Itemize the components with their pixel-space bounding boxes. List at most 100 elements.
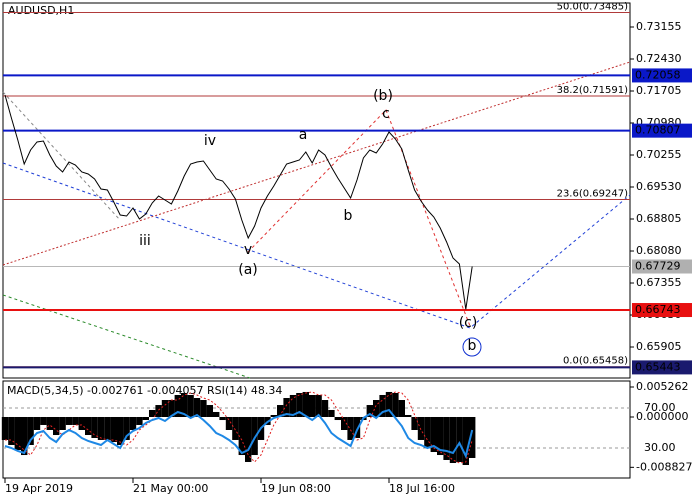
histogram-bar	[392, 392, 399, 417]
histogram-bar	[117, 416, 124, 445]
y-tick-label: 0.73155	[636, 20, 682, 33]
histogram-bar	[129, 416, 137, 430]
histogram-bar	[462, 416, 469, 466]
histogram-bar	[296, 392, 303, 417]
key-level-box	[632, 303, 692, 318]
histogram-bar	[14, 416, 21, 451]
key-level-box	[632, 360, 692, 375]
x-tick-label: 21 May 00:00	[133, 482, 208, 495]
histogram-bar	[123, 416, 130, 440]
chart-title: AUDUSD,H1	[8, 4, 74, 17]
histogram-bar	[1, 416, 9, 440]
histogram-bar	[411, 416, 418, 430]
x-tick-label: 19 Apr 2019	[5, 482, 73, 495]
key-level-box	[632, 123, 692, 138]
trendline	[247, 109, 471, 327]
wave-label: iii	[139, 233, 151, 249]
histogram-bar	[206, 405, 213, 417]
y-tick-label: 0.69530	[636, 180, 682, 193]
histogram-bar	[213, 411, 220, 417]
histogram-bar	[398, 400, 405, 417]
histogram-bar	[385, 391, 393, 417]
histogram-bar	[353, 416, 361, 438]
y-tick-label: 0.67355	[636, 276, 682, 289]
histogram-bar	[321, 400, 329, 417]
current-price-box	[632, 259, 692, 274]
key-level-label: 0.72058	[635, 68, 681, 81]
histogram-bar	[91, 416, 98, 438]
histogram-bar	[225, 416, 233, 430]
histogram-bar	[245, 416, 252, 462]
wave-label: a	[299, 127, 308, 143]
histogram-bar	[334, 416, 341, 421]
histogram-bar	[437, 416, 444, 456]
fibonacci-label: 38.2(0.71591)	[557, 85, 629, 96]
wave-label: c	[382, 106, 390, 122]
wave-label: b	[344, 208, 353, 224]
histogram-bar	[270, 415, 277, 417]
y-tick-label: 0.68080	[636, 244, 682, 257]
histogram-bar	[328, 409, 335, 417]
histogram-bar	[315, 394, 322, 417]
histogram-bar	[149, 409, 156, 417]
histogram-bar	[289, 394, 297, 417]
key-level-label: 0.70807	[635, 124, 681, 137]
histogram-bar	[142, 416, 149, 421]
histogram-bar	[104, 416, 111, 440]
histogram-bar	[97, 416, 105, 440]
histogram-bar	[456, 416, 463, 462]
histogram-bar	[110, 416, 117, 443]
histogram-bar	[309, 394, 316, 417]
key-level-box	[632, 68, 692, 83]
y2-tick-label: 30.00	[644, 441, 676, 454]
wave-label: b	[468, 338, 477, 354]
histogram-bar	[187, 394, 194, 417]
y-tick-label: 0.70255	[636, 148, 682, 161]
fibonacci-label: 0.0(0.65458)	[563, 356, 628, 367]
histogram-bar	[46, 416, 53, 430]
histogram-bar	[347, 416, 354, 440]
wave-label: iv	[204, 133, 216, 149]
histogram-bar	[27, 416, 34, 445]
x-tick-label: 19 Jun 08:00	[261, 482, 331, 495]
histogram-bar	[53, 416, 60, 436]
histogram-bar	[405, 415, 412, 417]
histogram-bar	[193, 398, 201, 417]
annotation-circle	[462, 337, 482, 357]
histogram-bar	[379, 394, 386, 417]
wave-label: (b)	[373, 88, 393, 104]
histogram-bar	[424, 416, 431, 449]
histogram-bar	[302, 391, 309, 417]
histogram-bar	[283, 398, 290, 417]
histogram-bar	[59, 416, 66, 430]
histogram-bar	[85, 416, 92, 436]
histogram-bar	[181, 392, 188, 417]
histogram-bar	[72, 416, 79, 425]
y-tick-label: 0.65905	[636, 340, 682, 353]
histogram-bar	[469, 416, 476, 458]
histogram-bar	[417, 416, 425, 440]
trendline	[2, 91, 121, 221]
key-level-label: 0.66743	[635, 303, 681, 316]
x-tick-label: 18 Jul 16:00	[389, 482, 455, 495]
histogram-bar	[251, 416, 258, 456]
y-tick-label: 0.000000	[636, 410, 689, 423]
histogram-bar	[161, 400, 169, 417]
histogram-bar	[136, 416, 143, 425]
wave-label: v	[244, 242, 252, 258]
y2-tick-label: 70.00	[644, 401, 676, 414]
histogram-bar	[168, 400, 175, 417]
histogram-bar	[155, 405, 162, 417]
y-tick-label: 0.72430	[636, 52, 682, 65]
histogram-bar	[65, 416, 73, 425]
fibonacci-label: 50.0(0.73485)	[557, 1, 629, 12]
wave-label: (c)	[459, 315, 478, 331]
histogram-bar	[232, 416, 239, 440]
y-tick-label: 0.71705	[636, 84, 682, 97]
histogram-bar	[40, 416, 47, 425]
histogram-bar	[219, 416, 226, 421]
histogram-bar	[449, 416, 457, 464]
histogram-bar	[430, 416, 437, 453]
